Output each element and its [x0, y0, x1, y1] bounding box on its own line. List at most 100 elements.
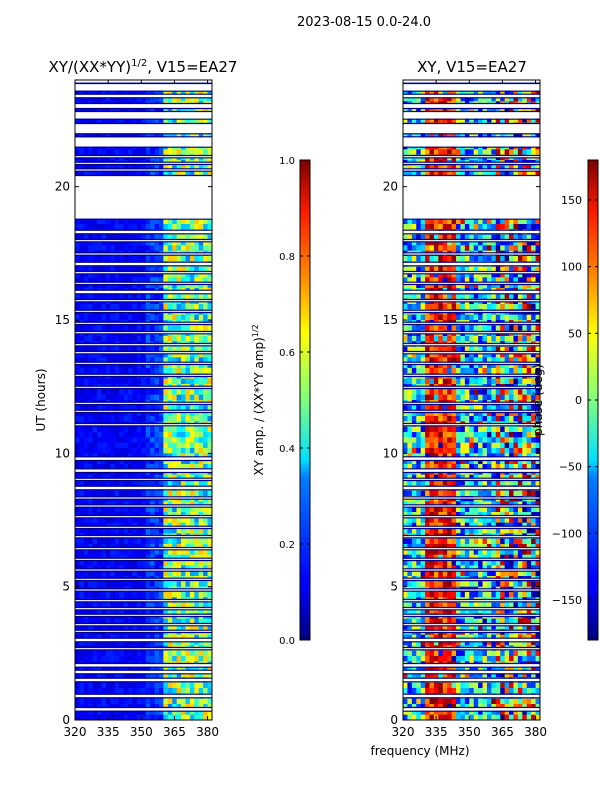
amplitude-cell [189, 426, 195, 433]
amplitude-cell [83, 624, 89, 630]
amplitude-cell [176, 336, 182, 342]
amplitude-cell [172, 357, 177, 363]
amplitude-cell [203, 512, 208, 518]
amplitude-cell [158, 293, 164, 299]
amplitude-cell [167, 453, 173, 459]
amplitude-cell [203, 266, 208, 273]
amplitude-cell [203, 256, 208, 262]
amplitude-cell [181, 554, 186, 561]
amplitude-cell [163, 512, 169, 518]
amplitude-cell [92, 394, 98, 401]
amplitude-cell [136, 522, 142, 529]
amplitude-cell [163, 506, 169, 513]
amplitude-cell [194, 682, 200, 689]
phase-cell [425, 133, 430, 139]
amplitude-cell [97, 245, 102, 251]
amplitude-cell [101, 368, 107, 374]
phase-cell [411, 256, 417, 262]
amplitude-cell [181, 501, 186, 507]
amplitude-cell [167, 682, 173, 689]
phase-cell [500, 149, 505, 155]
phase-cell [411, 245, 417, 251]
amplitude-cell [141, 490, 147, 497]
amplitude-cell [83, 517, 89, 523]
phase-cell [407, 240, 413, 246]
phase-cell [535, 106, 540, 113]
phase-cell [486, 90, 492, 97]
amplitude-cell [83, 133, 89, 139]
amplitude-cell [83, 565, 89, 571]
amplitude-cell [110, 640, 116, 646]
amplitude-cell [128, 437, 133, 443]
amplitude-cell [79, 272, 85, 278]
amplitude-cell [158, 416, 164, 422]
amplitude-cell [75, 133, 80, 139]
amplitude-cell [176, 304, 182, 310]
amplitude-cell [167, 634, 173, 641]
flagged-interval [75, 638, 212, 642]
amplitude-cell [181, 277, 186, 283]
amplitude-cell [189, 240, 195, 246]
amplitude-cell [123, 474, 129, 481]
phase-cell [504, 133, 510, 139]
amplitude-cell [101, 432, 107, 438]
amplitude-cell [97, 666, 102, 673]
amplitude-cell [172, 256, 177, 262]
amplitude-cell [185, 357, 191, 363]
amplitude-cell [203, 506, 208, 513]
phase-cell [433, 234, 439, 241]
amplitude-cell [132, 282, 138, 289]
amplitude-cell [75, 474, 80, 481]
amplitude-cell [181, 149, 186, 155]
amplitude-cell [185, 218, 191, 225]
amplitude-cell [88, 448, 93, 454]
amplitude-cell [128, 90, 133, 97]
amplitude-cell [198, 512, 204, 518]
amplitude-cell [97, 352, 102, 358]
amplitude-cell [119, 453, 124, 459]
amplitude-cell [101, 581, 107, 587]
amplitude-cell [79, 560, 85, 566]
phase-cell [486, 133, 492, 139]
panel-1-title-exponent: 1/2 [131, 58, 147, 69]
amplitude-cell [158, 714, 164, 720]
amplitude-cell [88, 96, 93, 102]
amplitude-cell [181, 362, 186, 369]
amplitude-cell [97, 165, 102, 171]
amplitude-cell [114, 453, 120, 459]
amplitude-cell [114, 528, 120, 534]
amplitude-cell [128, 266, 133, 273]
amplitude-cell [101, 272, 107, 278]
amplitude-cell [79, 357, 85, 363]
amplitude-cell [136, 698, 142, 705]
amplitude-cell [194, 517, 200, 523]
amplitude-cell [105, 293, 111, 299]
amplitude-cell [198, 656, 204, 662]
amplitude-cell [128, 389, 133, 395]
phase-cell [416, 234, 421, 241]
phase-cell [403, 106, 408, 113]
amplitude-cell [97, 362, 102, 369]
amplitude-cell [79, 581, 85, 587]
phase-cell [429, 256, 435, 262]
amplitude-cell [110, 714, 116, 720]
amplitude-cell [189, 378, 195, 385]
amplitude-cell [101, 362, 107, 369]
amplitude-cell [92, 544, 98, 550]
phase-cell [473, 224, 479, 230]
phase-cell [456, 117, 461, 123]
amplitude-cell [207, 560, 212, 566]
amplitude-cell [189, 538, 195, 545]
amplitude-cell [194, 133, 200, 139]
amplitude-cell [79, 506, 85, 513]
amplitude-cell [83, 634, 89, 641]
phase-cell [478, 234, 483, 241]
phase-cell [522, 96, 528, 102]
amplitude-cell [158, 453, 164, 459]
amplitude-cell [123, 480, 129, 486]
amplitude-cell [83, 709, 89, 715]
phase-cell [526, 234, 532, 241]
amplitude-cell [132, 389, 138, 395]
amplitude-cell [83, 352, 89, 358]
flagged-interval [75, 253, 212, 255]
